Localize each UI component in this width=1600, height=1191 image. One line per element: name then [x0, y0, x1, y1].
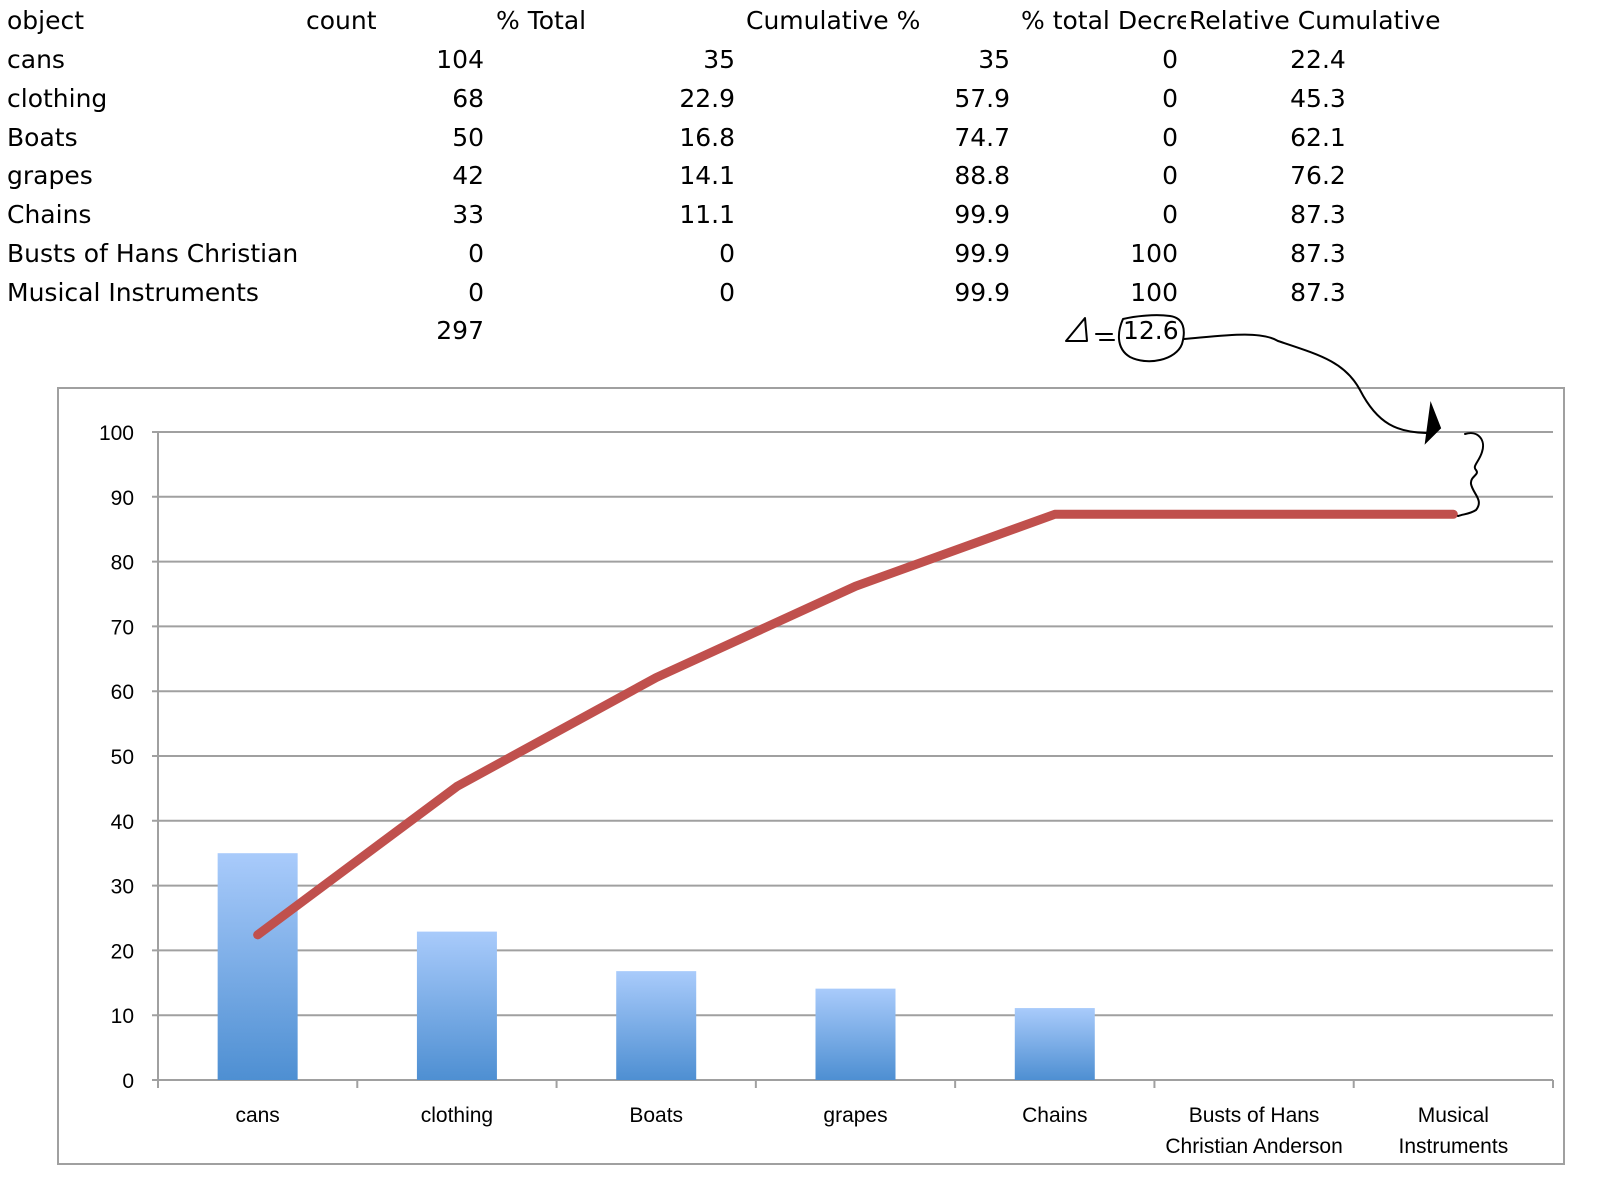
- cell-count: 0: [468, 277, 484, 307]
- cell-count: 42: [452, 161, 484, 191]
- header-relative-cumulative: Relative Cumulative: [1189, 6, 1441, 35]
- cell-pct-decrease: 100: [1130, 239, 1178, 268]
- y-tick-label: 100: [99, 422, 134, 445]
- bar-cans: [217, 853, 298, 1080]
- header-cumulative: Cumulative %: [746, 6, 921, 35]
- cell-object: Musical Instruments: [7, 277, 259, 307]
- cell-cumulative: 99.9: [954, 200, 1010, 230]
- header-pct-decrease: % total Decre: [1021, 6, 1186, 35]
- cell-pct-total: 22.9: [679, 83, 735, 113]
- x-category-label: cans: [235, 1104, 279, 1127]
- delta-value: 12.6: [1123, 316, 1179, 345]
- cell-cumulative: 99.9: [954, 277, 1010, 307]
- cell-count: 68: [452, 83, 484, 113]
- cell-pct-total: 11.1: [679, 200, 735, 230]
- cell-relative-cumulative: 87.3: [1290, 200, 1346, 230]
- bar-chains: [1014, 1008, 1095, 1080]
- bar-boats: [616, 971, 697, 1080]
- cell-pct-decrease: 0: [1162, 45, 1178, 74]
- cell-pct-total: 16.8: [679, 122, 735, 152]
- cell-relative-cumulative: 87.3: [1290, 277, 1346, 307]
- cell-object: Chains: [7, 200, 92, 230]
- pareto-chart: 0 10 20 30 40 50 60 70 80 90 100 cans clothing Boats g…: [57, 387, 1565, 1165]
- header-pct-total: % Total: [496, 6, 587, 35]
- cell-object: clothing: [7, 83, 108, 113]
- cell-object: Busts of Hans Christian: [7, 239, 299, 268]
- header-count: count: [306, 6, 377, 35]
- x-category-label: Instruments: [1398, 1135, 1508, 1158]
- cell-relative-cumulative: 45.3: [1290, 83, 1346, 113]
- cell-count: 50: [452, 122, 484, 152]
- cell-pct-decrease: 0: [1162, 200, 1178, 230]
- y-tick-label: 20: [111, 940, 134, 963]
- cell-count: 0: [468, 239, 484, 268]
- cell-object: grapes: [7, 161, 93, 191]
- bar-clothing: [416, 931, 497, 1080]
- cell-pct-decrease: 0: [1162, 161, 1178, 191]
- cell-count: 33: [452, 200, 484, 230]
- x-category-label: Musical: [1418, 1104, 1489, 1127]
- x-category-label: Christian Anderson: [1165, 1135, 1342, 1158]
- cell-count: 104: [436, 45, 484, 74]
- chart-plot: 0 10 20 30 40 50 60 70 80 90 100 cans clothing Boats g…: [99, 422, 1554, 1158]
- cell-cumulative: 99.9: [954, 239, 1010, 268]
- y-tick-label: 80: [111, 552, 134, 575]
- cell-relative-cumulative: 62.1: [1290, 122, 1346, 152]
- bar-grapes: [815, 988, 896, 1080]
- total-count: 297: [436, 316, 484, 345]
- y-tick-label: 0: [122, 1070, 134, 1093]
- y-tick-label: 60: [111, 681, 134, 704]
- y-tick-label: 70: [111, 616, 134, 639]
- data-table: object count % Total Cumulative % % tota…: [0, 0, 1600, 360]
- header-object: object: [7, 6, 85, 35]
- x-category-label: Boats: [629, 1104, 683, 1127]
- cell-object: Boats: [7, 122, 78, 152]
- cell-cumulative: 35: [978, 45, 1010, 74]
- cell-object: cans: [7, 45, 65, 74]
- cell-pct-total: 14.1: [679, 161, 735, 191]
- cell-pct-total: 35: [703, 45, 735, 74]
- y-tick-label: 50: [111, 746, 134, 769]
- cell-relative-cumulative: 76.2: [1290, 161, 1346, 191]
- cell-relative-cumulative: 87.3: [1290, 239, 1346, 268]
- cell-cumulative: 74.7: [954, 122, 1010, 152]
- cell-pct-total: 0: [719, 239, 735, 268]
- cell-relative-cumulative: 22.4: [1290, 45, 1346, 74]
- y-tick-label: 10: [111, 1005, 134, 1028]
- y-tick-label: 40: [111, 811, 134, 834]
- cell-pct-total: 0: [719, 277, 735, 307]
- cumulative-line: [253, 509, 1458, 940]
- cell-cumulative: 57.9: [954, 83, 1010, 113]
- y-tick-label: 30: [111, 876, 134, 899]
- cell-pct-decrease: 0: [1162, 83, 1178, 113]
- x-category-label: clothing: [421, 1104, 493, 1127]
- y-tick-label: 90: [111, 487, 134, 510]
- x-category-label: Chains: [1022, 1104, 1087, 1127]
- x-category-label: grapes: [823, 1104, 887, 1127]
- cell-pct-decrease: 0: [1162, 122, 1178, 152]
- cell-pct-decrease: 100: [1130, 277, 1178, 307]
- x-category-label: Busts of Hans: [1189, 1104, 1320, 1127]
- cell-cumulative: 88.8: [954, 161, 1010, 191]
